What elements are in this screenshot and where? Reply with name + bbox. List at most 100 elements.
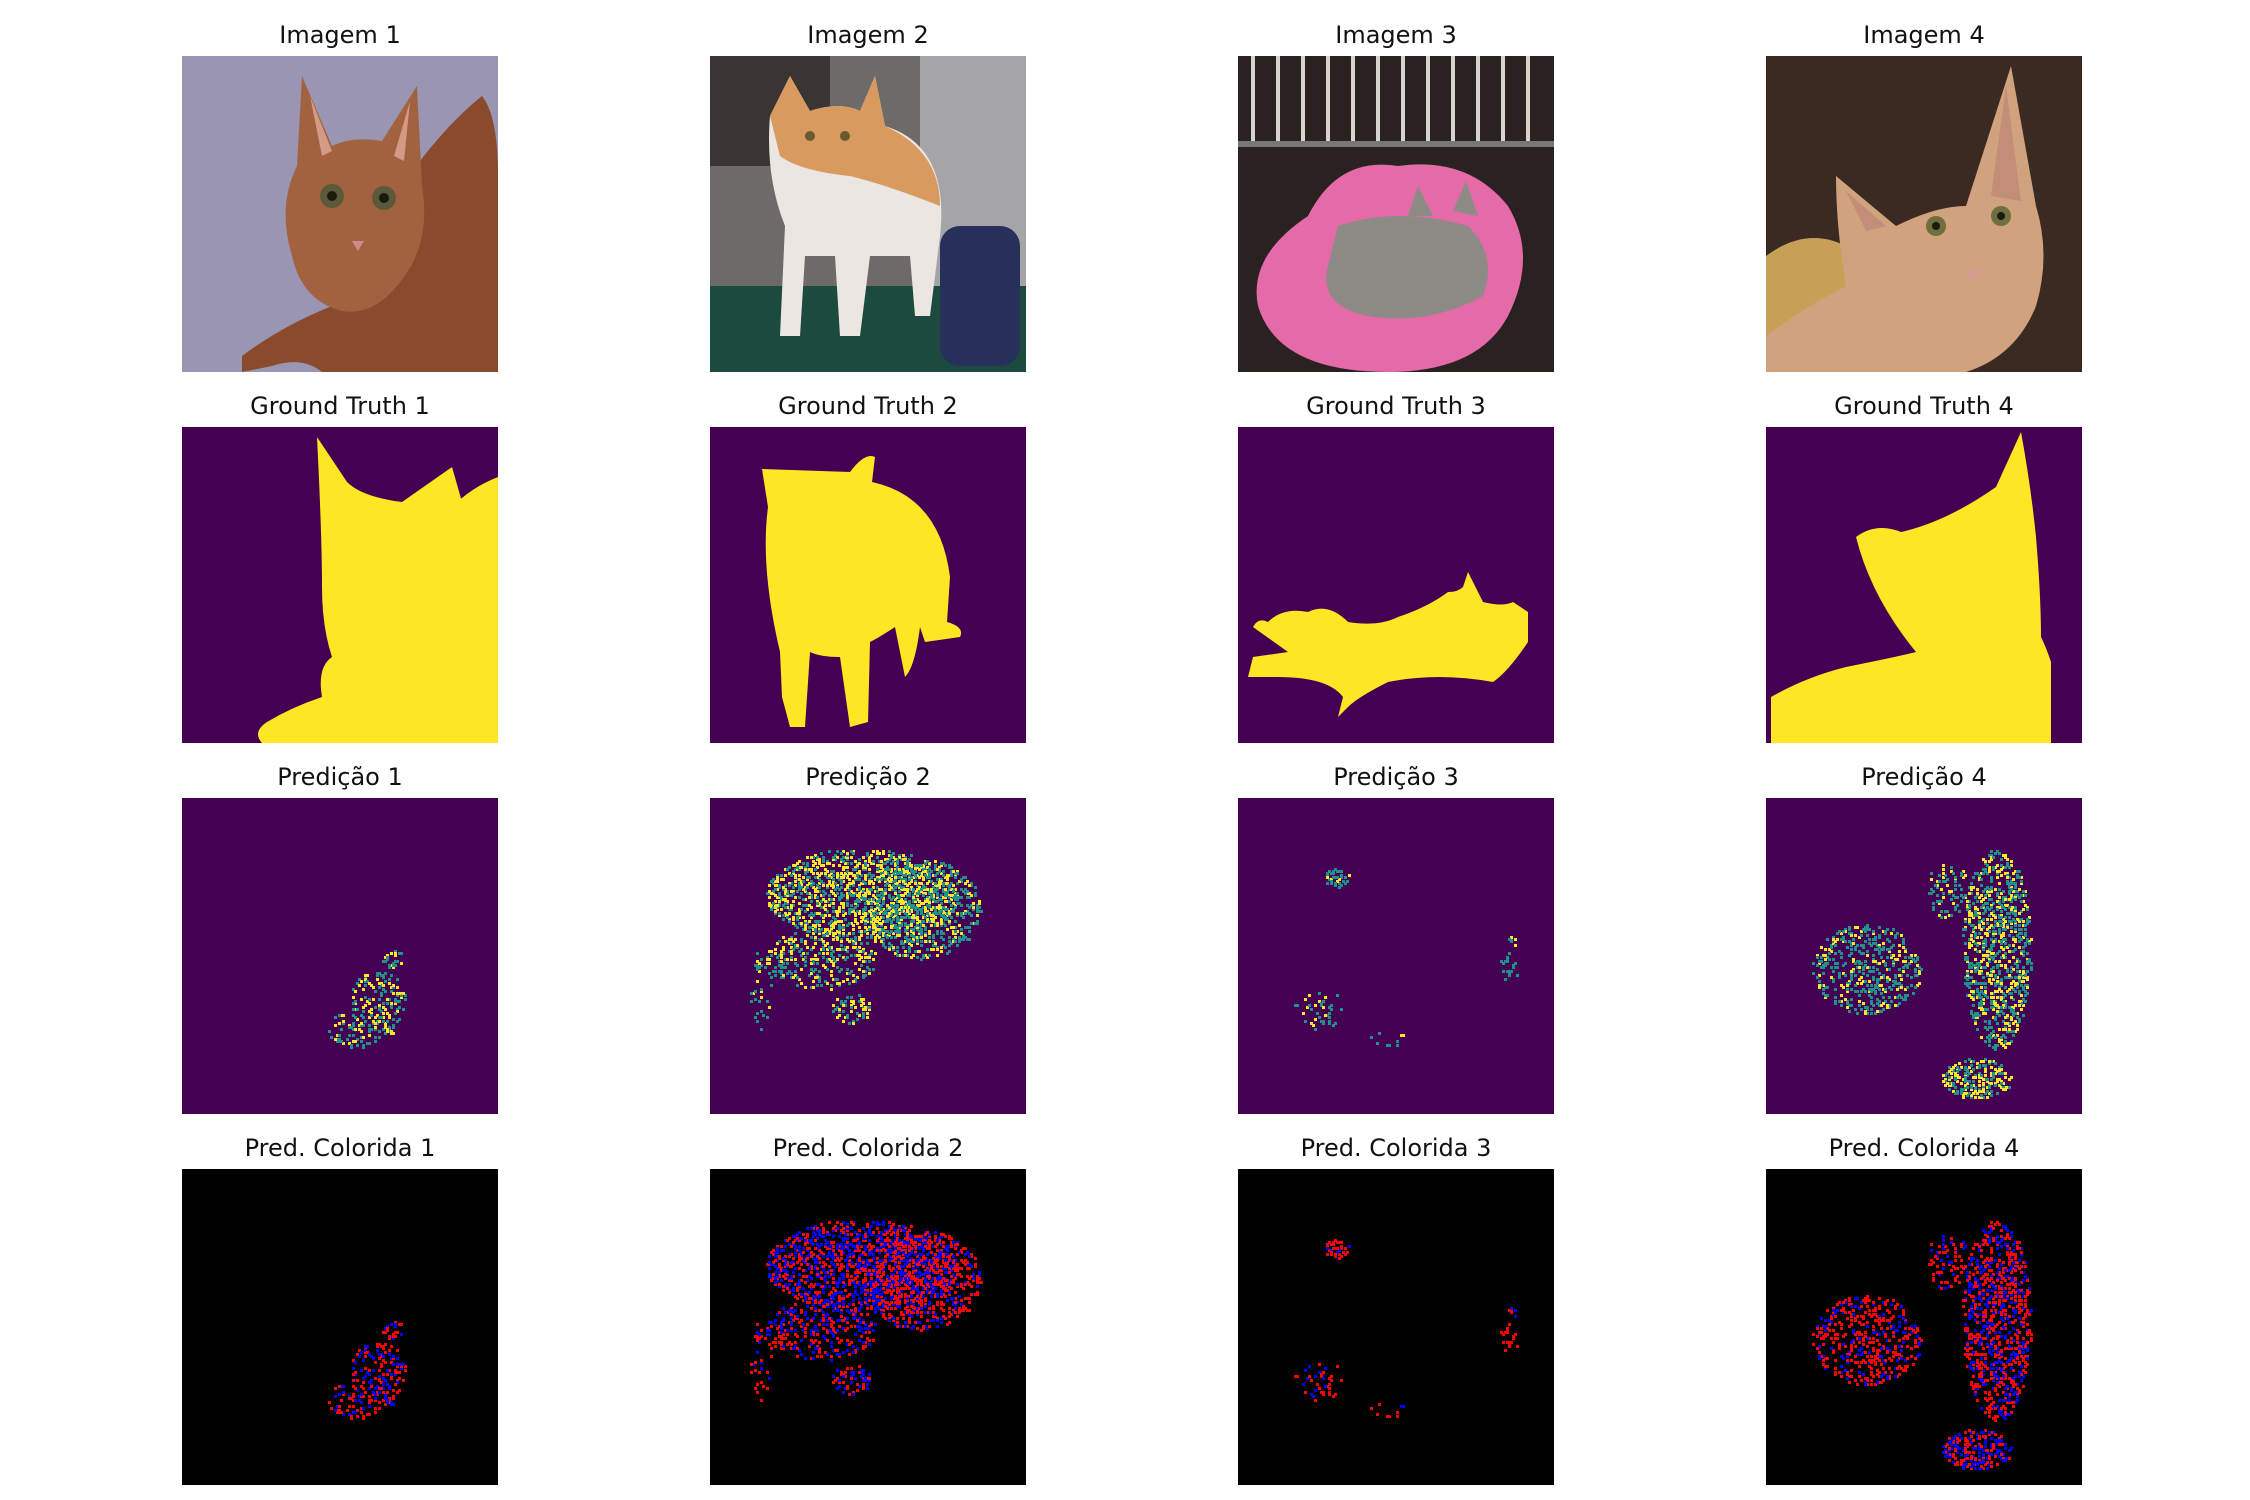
prediction-pixel [890, 886, 893, 889]
prediction-pixel [1874, 942, 1877, 945]
prediction-pixel [1960, 1090, 1963, 1093]
prediction-pixel [1982, 1078, 1985, 1081]
prediction-pixel [1330, 882, 1333, 885]
prediction-pixel [796, 868, 799, 871]
prediction-pixel [812, 864, 815, 867]
prediction-pixel [956, 896, 959, 899]
prediction-pixel [362, 1010, 365, 1013]
prediction-pixel [930, 870, 933, 873]
prediction-pixel [368, 1016, 371, 1019]
prediction-pixel [908, 888, 911, 891]
prediction-pixel [1892, 964, 1895, 967]
prediction-pixel [840, 886, 843, 889]
prediction-pixel [782, 974, 785, 977]
prediction-pixel [1972, 992, 1975, 995]
prediction-pixel [1852, 938, 1855, 941]
prediction-pixel [1816, 976, 1819, 979]
prediction-pixel [952, 870, 955, 873]
prediction-pixel [938, 904, 941, 907]
prediction-pixel [2024, 994, 2027, 997]
prediction-pixel [876, 886, 879, 889]
prediction-pixel [1970, 1060, 1973, 1063]
prediction-pixel [938, 912, 941, 915]
prediction-pixel [1858, 978, 1861, 981]
colored-prediction-pixel [374, 1411, 377, 1414]
prediction-pixel [878, 864, 881, 867]
prediction-pixel [1948, 892, 1951, 895]
prediction-pixel [918, 900, 921, 903]
prediction-pixel [1332, 870, 1335, 873]
prediction-pixel [1878, 1010, 1881, 1013]
colored-prediction-pixel [832, 1269, 835, 1272]
prediction-pixel [834, 922, 837, 925]
prediction-pixel [812, 960, 815, 963]
prediction-pixel [1818, 960, 1821, 963]
prediction-pixel [822, 856, 825, 859]
prediction-pixel [2002, 854, 2005, 857]
prediction-pixel [1988, 868, 1991, 871]
colored-prediction-pixel [890, 1295, 893, 1298]
prediction-pixel [852, 882, 855, 885]
prediction-pixel [766, 1016, 769, 1019]
prediction-pixel [950, 908, 953, 911]
prediction-pixel [870, 952, 873, 955]
prediction-pixel [814, 912, 817, 915]
prediction-pixel [1816, 964, 1819, 967]
prediction-pixel [798, 908, 801, 911]
colored-prediction-pixel [864, 1267, 867, 1270]
prediction-pixel [1920, 968, 1923, 971]
prediction-pixel [380, 984, 383, 987]
prediction-pixel [1978, 924, 1981, 927]
prediction-pixel [884, 930, 887, 933]
prediction-pixel [862, 894, 865, 897]
prediction-pixel [848, 908, 851, 911]
prediction-pixel [2008, 906, 2011, 909]
prediction-pixel [874, 940, 877, 943]
prediction-pixel [842, 934, 845, 937]
prediction-pixel [1864, 1012, 1867, 1015]
prediction-pixel [930, 908, 933, 911]
colored-prediction-pixel [392, 1395, 395, 1398]
prediction-pixel [866, 912, 869, 915]
prediction-pixel [1960, 900, 1963, 903]
colored-prediction-pixel [362, 1381, 365, 1384]
prediction-pixel [1838, 950, 1841, 953]
prediction-pixel [882, 872, 885, 875]
prediction-pixel [890, 930, 893, 933]
prediction-pixel [802, 928, 805, 931]
prediction-pixel [894, 908, 897, 911]
prediction-pixel [1936, 880, 1939, 883]
prediction-pixel [1962, 1092, 1965, 1095]
prediction-pixel [920, 912, 923, 915]
prediction-pixel [790, 952, 793, 955]
prediction-pixel [766, 962, 769, 965]
prediction-pixel [846, 904, 849, 907]
prediction-pixel [944, 908, 947, 911]
prediction-pixel [1998, 916, 2001, 919]
prediction-pixel [948, 900, 951, 903]
prediction-pixel [920, 936, 923, 939]
colored-prediction-pixel [858, 1281, 861, 1284]
prediction-pixel [886, 916, 889, 919]
prediction-pixel [928, 904, 931, 907]
colored-prediction-pixel [352, 1373, 355, 1376]
prediction-pixel [1850, 988, 1853, 991]
prediction-pixel [756, 1012, 759, 1015]
prediction-pixel [912, 904, 915, 907]
colored-prediction-pixel [808, 1297, 811, 1300]
prediction-pixel [842, 1002, 845, 1005]
prediction-pixel [840, 894, 843, 897]
prediction-pixel [908, 902, 911, 905]
prediction-pixel [1876, 948, 1879, 951]
prediction-pixel [804, 920, 807, 923]
prediction-pixel [936, 954, 939, 957]
prediction-pixel [822, 952, 825, 955]
prediction-pixel [2004, 938, 2007, 941]
prediction-pixel [1326, 1014, 1329, 1017]
prediction-pixel [800, 982, 803, 985]
prediction-pixel [1836, 962, 1839, 965]
prediction-pixel [836, 936, 839, 939]
prediction-pixel [924, 910, 927, 913]
colored-prediction-pixel [368, 1401, 371, 1404]
prediction-pixel [870, 914, 873, 917]
